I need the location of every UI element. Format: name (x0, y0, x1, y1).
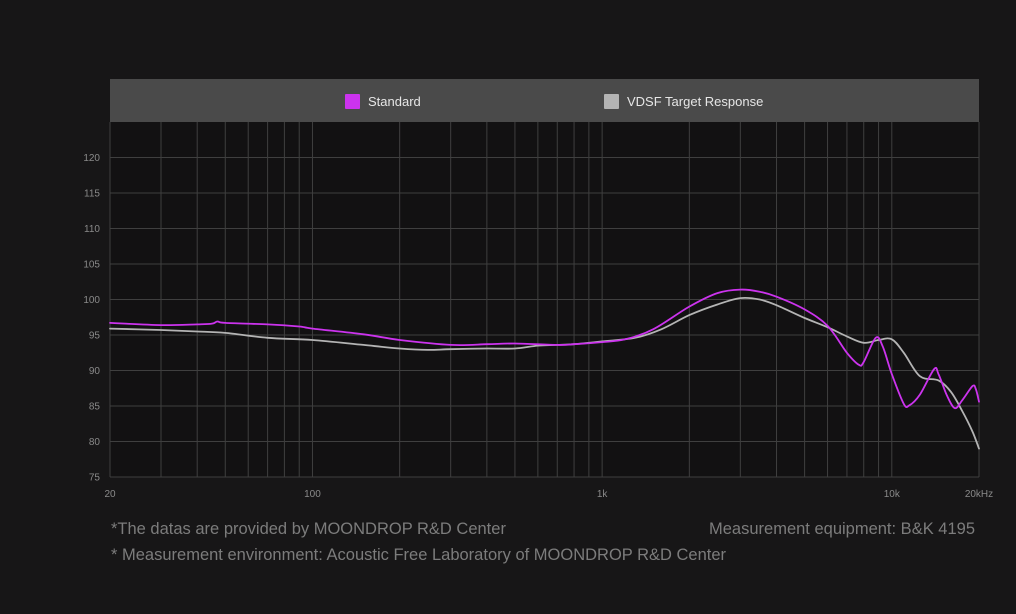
vdsf-target-swatch (604, 93, 619, 109)
y-tick-label-80: 80 (89, 437, 101, 448)
series-line-vdsf-target (109, 296, 980, 450)
series-lines (109, 288, 980, 450)
x-tick-labels: 20 100 1k 10k 20kHz (104, 489, 993, 500)
x-tick-label-100: 100 (304, 489, 321, 500)
y-tick-label-110: 110 (84, 224, 100, 235)
footer-source-note: *The datas are provided by MOONDROP R&D … (111, 520, 506, 538)
legend-item-standard[interactable]: Standard (345, 92, 421, 110)
standard-swatch (345, 93, 360, 109)
series-line-standard (109, 288, 980, 410)
legend-label-standard: Standard (368, 93, 421, 109)
x-tick-label-20: 20 (104, 489, 116, 500)
legend-item-vdsf-target[interactable]: VDSF Target Response (604, 92, 763, 110)
x-tick-label-1k: 1k (597, 489, 609, 500)
y-tick-label-105: 105 (83, 260, 100, 271)
y-tick-label-100: 100 (83, 295, 100, 306)
y-tick-label-120: 120 (83, 153, 100, 164)
footer-environment-note: * Measurement environment: Acoustic Free… (111, 546, 727, 564)
legend-label-vdsf-target: VDSF Target Response (627, 93, 764, 109)
grid-lines (109, 122, 980, 478)
x-tick-label-20kHz: 20kHz (965, 489, 993, 500)
x-tick-label-10k: 10k (884, 489, 901, 500)
y-tick-labels: 75 80 85 90 95 100 105 110 115 120 (83, 153, 100, 484)
y-tick-label-95: 95 (89, 331, 101, 342)
y-tick-label-115: 115 (84, 189, 100, 200)
y-tick-label-85: 85 (89, 402, 101, 413)
chart-legend: Standard VDSF Target Response (110, 79, 979, 122)
footer-equipment-note: Measurement equipment: B&K 4195 (709, 520, 975, 538)
y-tick-label-75: 75 (89, 473, 101, 484)
y-tick-label-90: 90 (89, 366, 101, 377)
